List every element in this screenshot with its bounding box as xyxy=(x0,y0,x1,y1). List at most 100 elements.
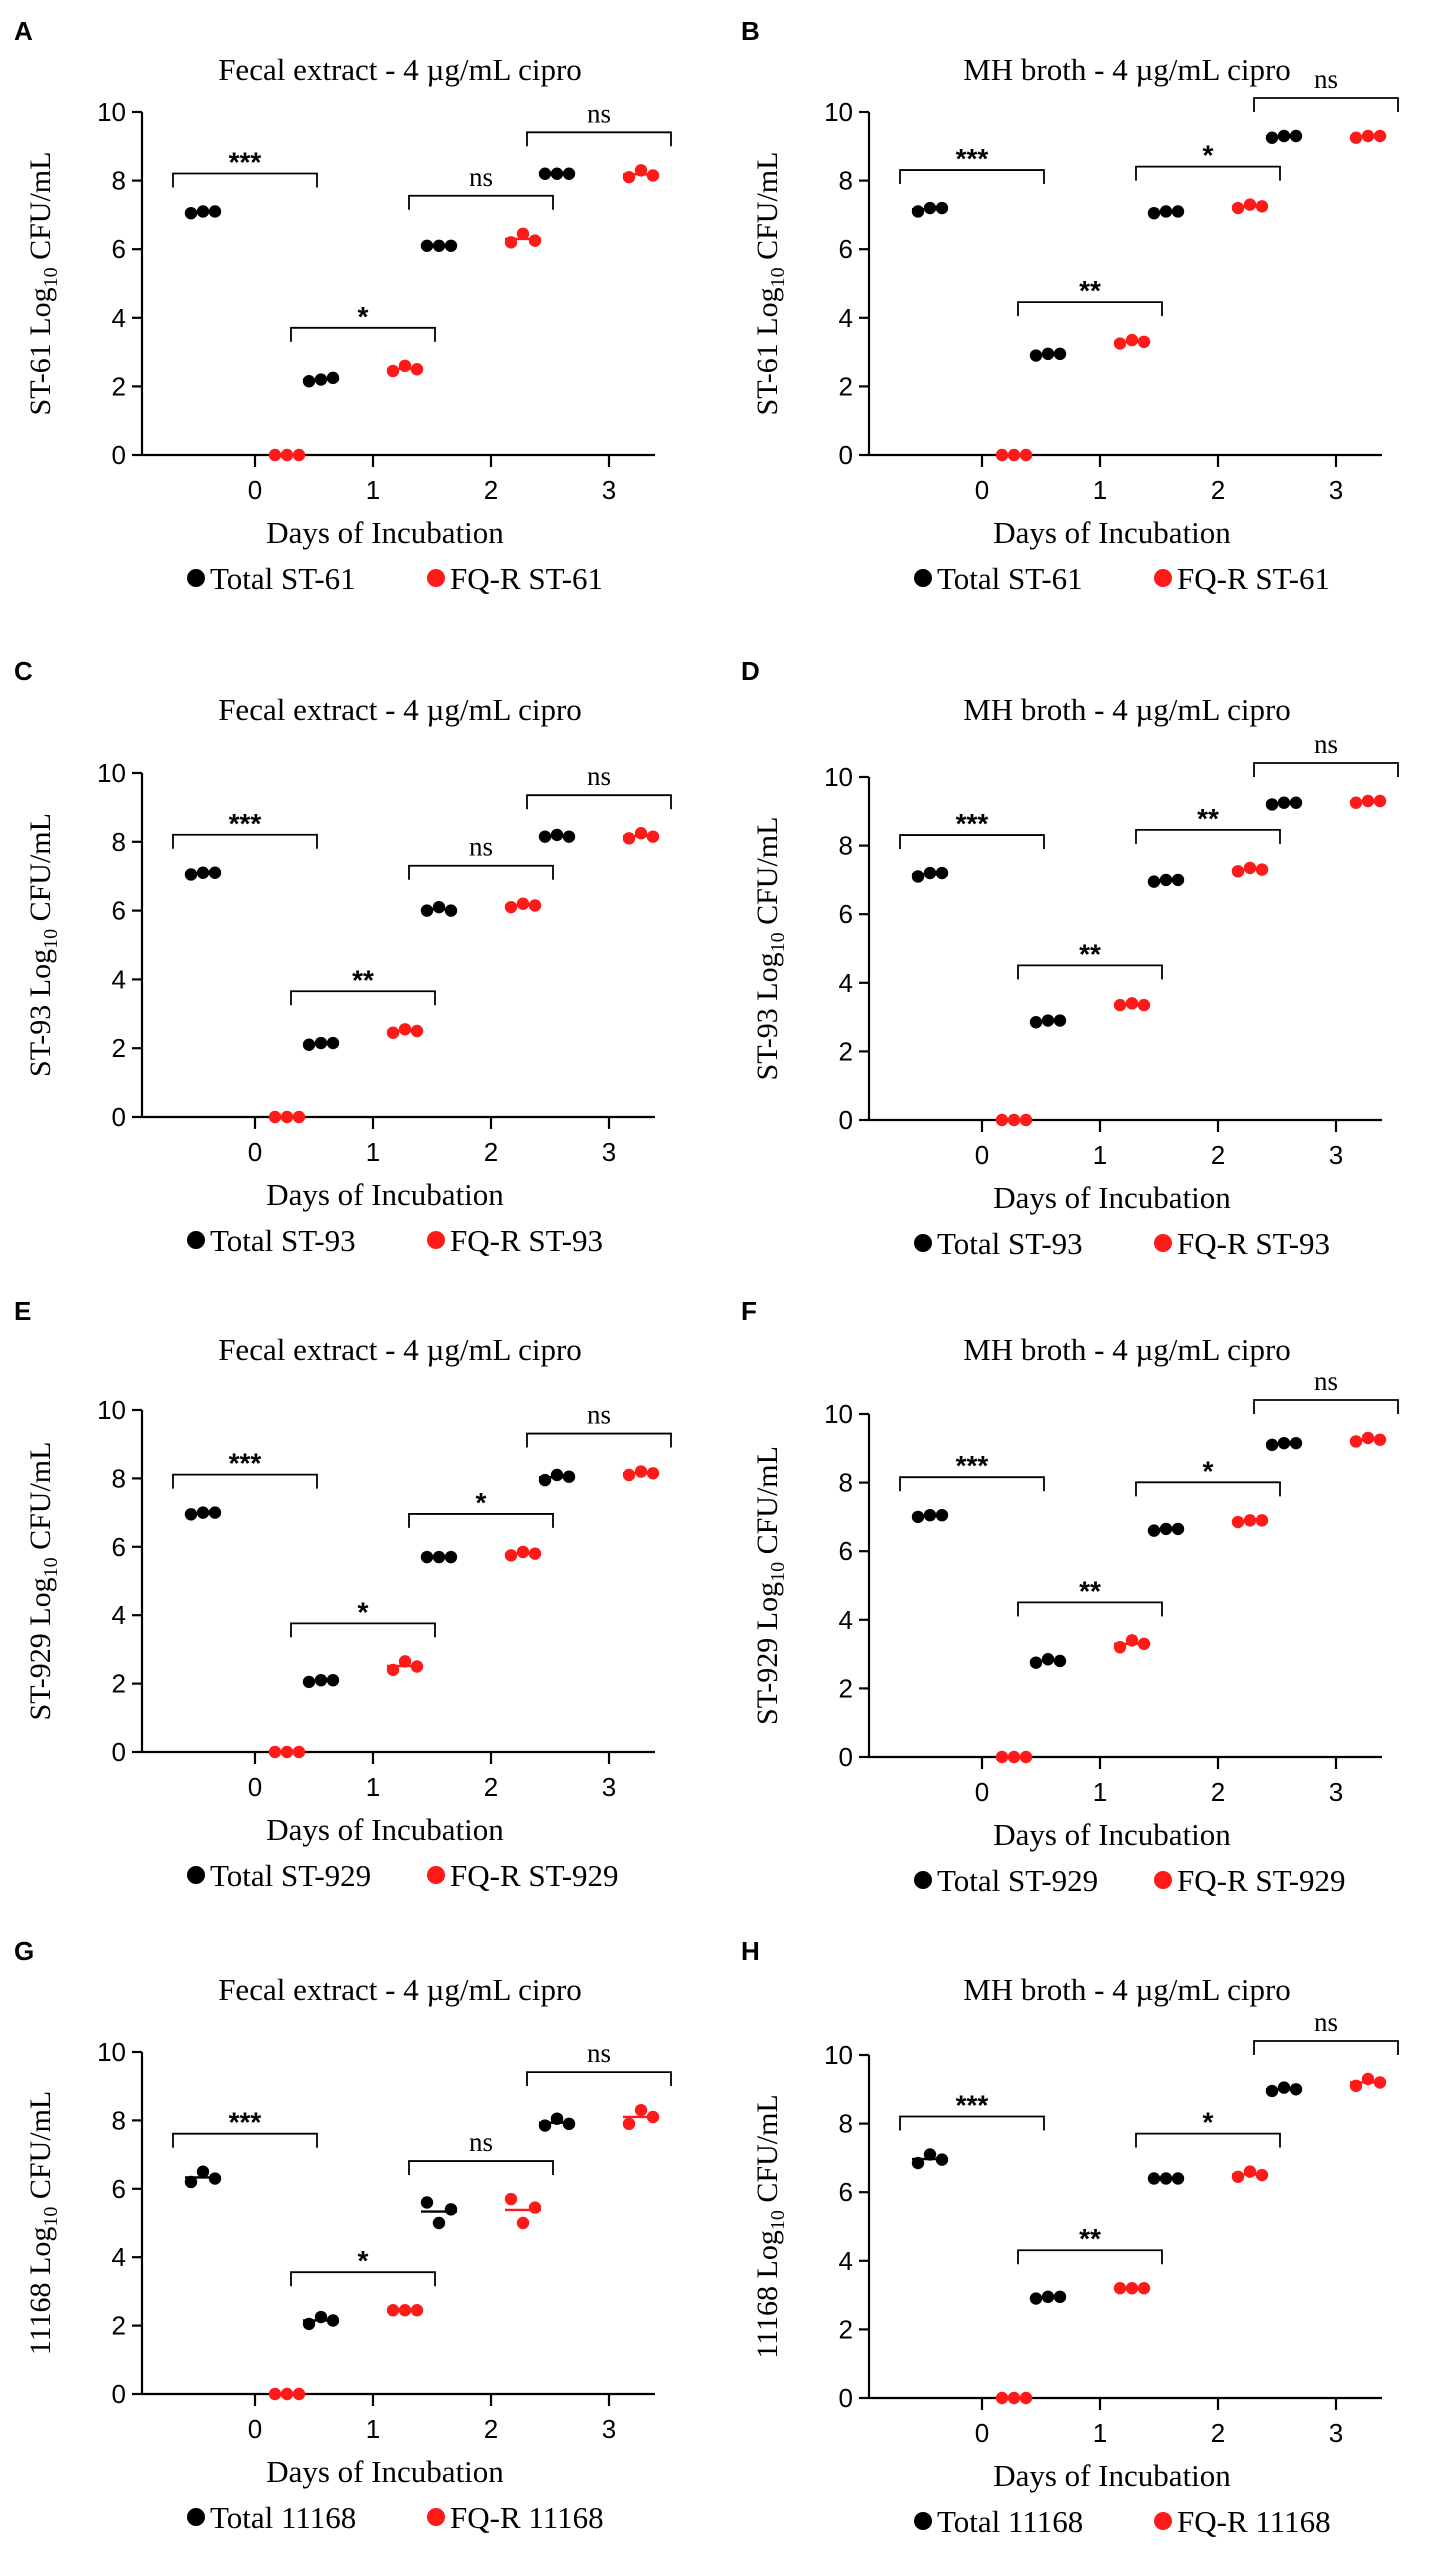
data-point xyxy=(1113,998,1127,1012)
data-point xyxy=(302,1038,316,1051)
data-point xyxy=(562,2117,576,2131)
significance-bracket xyxy=(1017,1601,1163,1617)
data-point xyxy=(1361,2072,1375,2086)
data-point xyxy=(935,866,949,880)
significance-label: ns xyxy=(469,2127,493,2157)
y-tick-label: 6 xyxy=(839,899,853,929)
data-point xyxy=(1137,1637,1151,1651)
y-axis-label-prefix: ST-929 Log xyxy=(751,1582,784,1725)
significance-label: ns xyxy=(1314,1366,1338,1396)
data-point xyxy=(314,1036,328,1050)
data-point xyxy=(1231,2170,1245,2183)
significance-bracket xyxy=(526,131,672,147)
legend-label-fqr: FQ-R ST-61 xyxy=(1177,561,1330,596)
significance-bracket xyxy=(1135,1481,1281,1497)
data-point xyxy=(268,1745,282,1759)
data-point xyxy=(1277,2081,1291,2094)
x-tick-label: 0 xyxy=(248,1137,262,1167)
data-point xyxy=(314,373,328,386)
data-point xyxy=(1349,1435,1363,1448)
data-point xyxy=(302,375,316,388)
data-point xyxy=(911,870,925,883)
legend-label-total: Total 11168 xyxy=(937,2504,1083,2539)
y-tick-label: 6 xyxy=(112,2174,126,2204)
significance-label: *** xyxy=(229,2107,262,2138)
panel-letter: E xyxy=(14,1296,31,1326)
legend-marker-fqr xyxy=(427,1231,445,1249)
legend-label-fqr: FQ-R ST-929 xyxy=(450,1858,619,1893)
significance-label: * xyxy=(358,2245,369,2276)
legend-label-fqr: FQ-R 11168 xyxy=(1177,2504,1331,2539)
y-tick-label: 8 xyxy=(112,1463,126,1493)
data-point xyxy=(444,1550,458,1564)
data-point xyxy=(634,827,648,840)
data-point xyxy=(935,201,949,215)
significance-label: * xyxy=(358,1596,369,1627)
y-axis-label-subscript: 10 xyxy=(767,2210,789,2230)
significance-bracket xyxy=(290,2271,436,2287)
data-point xyxy=(1289,1436,1303,1450)
data-point xyxy=(1277,129,1291,143)
significance-bracket xyxy=(526,2071,672,2087)
significance-bracket xyxy=(526,1432,672,1448)
data-point xyxy=(646,169,660,182)
data-point xyxy=(1289,2083,1303,2096)
data-point xyxy=(1373,794,1387,808)
y-axis-label-prefix: ST-93 Log xyxy=(751,952,784,1080)
data-point xyxy=(1029,349,1043,362)
x-axis-label: Days of Incubation xyxy=(266,515,504,550)
x-tick-label: 2 xyxy=(1211,1140,1225,1170)
y-axis-label-prefix: ST-93 Log xyxy=(24,949,57,1077)
legend-marker-total xyxy=(187,569,205,587)
x-tick-label: 3 xyxy=(602,1772,616,1802)
data-point xyxy=(1137,335,1151,349)
data-point xyxy=(504,900,518,914)
significance-bracket xyxy=(1253,97,1399,113)
data-point xyxy=(1147,2172,1161,2185)
data-point xyxy=(1243,2165,1257,2178)
chart-title: MH broth - 4 µg/mL cipro xyxy=(963,1972,1291,2007)
data-point xyxy=(1137,2282,1151,2295)
y-axis-label-suffix: CFU/mL xyxy=(751,817,784,933)
y-axis-label-prefix: ST-929 Log xyxy=(24,1577,57,1720)
significance-label: ** xyxy=(1079,938,1101,969)
data-point xyxy=(208,2172,222,2185)
legend-marker-fqr xyxy=(1154,2512,1172,2530)
chart-title: MH broth - 4 µg/mL cipro xyxy=(963,1332,1291,1367)
y-tick-label: 6 xyxy=(839,234,853,264)
data-point xyxy=(268,2387,282,2401)
x-tick-label: 1 xyxy=(366,2414,380,2444)
legend-label-fqr: FQ-R ST-93 xyxy=(1177,1226,1330,1261)
data-point xyxy=(184,868,198,881)
y-tick-label: 8 xyxy=(112,166,126,196)
legend-marker-total xyxy=(914,2512,932,2530)
data-point xyxy=(538,830,552,843)
significance-label: * xyxy=(1203,2107,1214,2138)
data-point xyxy=(1113,1641,1127,1654)
x-tick-label: 2 xyxy=(484,475,498,505)
y-axis-label-suffix: CFU/mL xyxy=(24,2091,57,2207)
y-tick-label: 10 xyxy=(97,97,126,127)
significance-bracket xyxy=(1253,762,1399,778)
data-point xyxy=(410,363,424,376)
significance-bracket xyxy=(1135,828,1281,844)
x-tick-label: 1 xyxy=(1093,2418,1107,2448)
significance-bracket xyxy=(1253,2040,1399,2056)
x-tick-label: 1 xyxy=(1093,1777,1107,1807)
x-axis-label: Days of Incubation xyxy=(993,1817,1231,1852)
data-point xyxy=(1361,129,1375,143)
data-point xyxy=(538,2119,552,2132)
y-tick-label: 0 xyxy=(839,1742,853,1772)
data-point xyxy=(538,1473,552,1487)
data-point xyxy=(995,448,1009,462)
significance-bracket xyxy=(1017,2249,1163,2265)
significance-bracket xyxy=(172,2132,318,2148)
y-axis-label-subscript: 10 xyxy=(40,1557,62,1577)
data-point xyxy=(622,832,636,845)
data-point xyxy=(196,205,210,218)
